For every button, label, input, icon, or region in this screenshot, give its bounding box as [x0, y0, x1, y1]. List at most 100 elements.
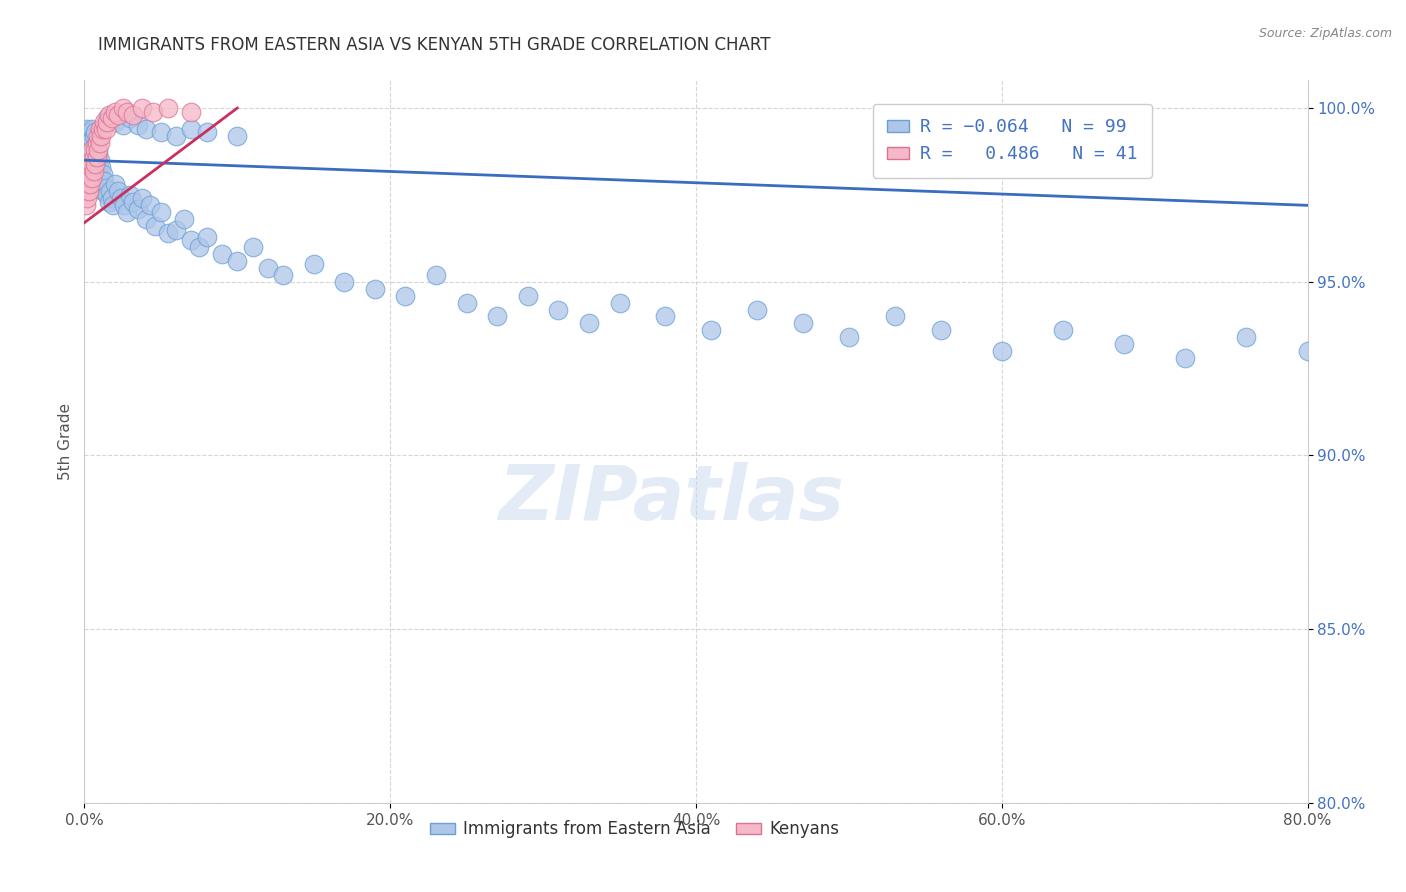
Point	[94, 122, 117, 136]
Point	[149, 205, 172, 219]
Point	[86, 136, 108, 150]
Point	[94, 181, 117, 195]
Point	[104, 104, 127, 119]
Point	[257, 260, 280, 275]
Point	[79, 178, 101, 192]
Point	[1052, 323, 1074, 337]
Point	[75, 170, 97, 185]
Point	[122, 194, 145, 209]
Point	[135, 122, 157, 136]
Point	[79, 125, 101, 139]
Point	[609, 295, 631, 310]
Point	[195, 125, 218, 139]
Point	[91, 167, 114, 181]
Y-axis label: 5th Grade: 5th Grade	[58, 403, 73, 480]
Point	[111, 119, 134, 133]
Point	[80, 132, 103, 146]
Point	[84, 125, 107, 139]
Point	[89, 153, 111, 168]
Point	[79, 150, 101, 164]
Point	[149, 125, 172, 139]
Point	[96, 112, 118, 126]
Point	[79, 136, 101, 150]
Point	[89, 136, 111, 150]
Point	[79, 163, 101, 178]
Point	[77, 128, 100, 143]
Point	[578, 317, 600, 331]
Point	[80, 156, 103, 170]
Point	[86, 163, 108, 178]
Point	[135, 212, 157, 227]
Point	[80, 160, 103, 174]
Point	[131, 191, 153, 205]
Point	[211, 247, 233, 261]
Point	[127, 119, 149, 133]
Point	[302, 257, 325, 271]
Point	[98, 185, 121, 199]
Point	[188, 240, 211, 254]
Point	[91, 122, 114, 136]
Point	[516, 288, 538, 302]
Point	[86, 150, 108, 164]
Point	[883, 310, 905, 324]
Point	[80, 170, 103, 185]
Point	[120, 188, 142, 202]
Point	[792, 317, 814, 331]
Point	[91, 185, 114, 199]
Point	[747, 302, 769, 317]
Point	[226, 253, 249, 268]
Point	[87, 146, 110, 161]
Point	[75, 150, 97, 164]
Point	[139, 198, 162, 212]
Point	[226, 128, 249, 143]
Point	[165, 128, 187, 143]
Point	[77, 139, 100, 153]
Point	[76, 156, 98, 170]
Point	[547, 302, 569, 317]
Text: Source: ZipAtlas.com: Source: ZipAtlas.com	[1258, 27, 1392, 40]
Point	[79, 150, 101, 164]
Point	[700, 323, 723, 337]
Point	[89, 122, 111, 136]
Point	[111, 101, 134, 115]
Point	[84, 156, 107, 170]
Point	[80, 146, 103, 161]
Point	[157, 101, 180, 115]
Point	[101, 191, 124, 205]
Point	[456, 295, 478, 310]
Point	[180, 122, 202, 136]
Point	[90, 128, 112, 143]
Point	[86, 150, 108, 164]
Point	[76, 143, 98, 157]
Point	[75, 139, 97, 153]
Point	[97, 108, 120, 122]
Point	[77, 185, 100, 199]
Point	[112, 198, 135, 212]
Point	[173, 212, 195, 227]
Point	[104, 178, 127, 192]
Point	[991, 344, 1014, 359]
Point	[1174, 351, 1197, 366]
Point	[1296, 344, 1319, 359]
Point	[142, 104, 165, 119]
Point	[76, 191, 98, 205]
Point	[83, 150, 105, 164]
Point	[110, 191, 132, 205]
Point	[76, 122, 98, 136]
Point	[90, 160, 112, 174]
Point	[115, 104, 138, 119]
Point	[84, 153, 107, 168]
Point	[127, 202, 149, 216]
Point	[242, 240, 264, 254]
Point	[83, 163, 105, 178]
Point	[425, 268, 447, 282]
Point	[83, 143, 105, 157]
Point	[1114, 337, 1136, 351]
Point	[86, 136, 108, 150]
Point	[654, 310, 676, 324]
Text: ZIPatlas: ZIPatlas	[499, 462, 845, 536]
Point	[103, 198, 125, 212]
Point	[1236, 330, 1258, 344]
Point	[101, 112, 124, 126]
Point	[97, 194, 120, 209]
